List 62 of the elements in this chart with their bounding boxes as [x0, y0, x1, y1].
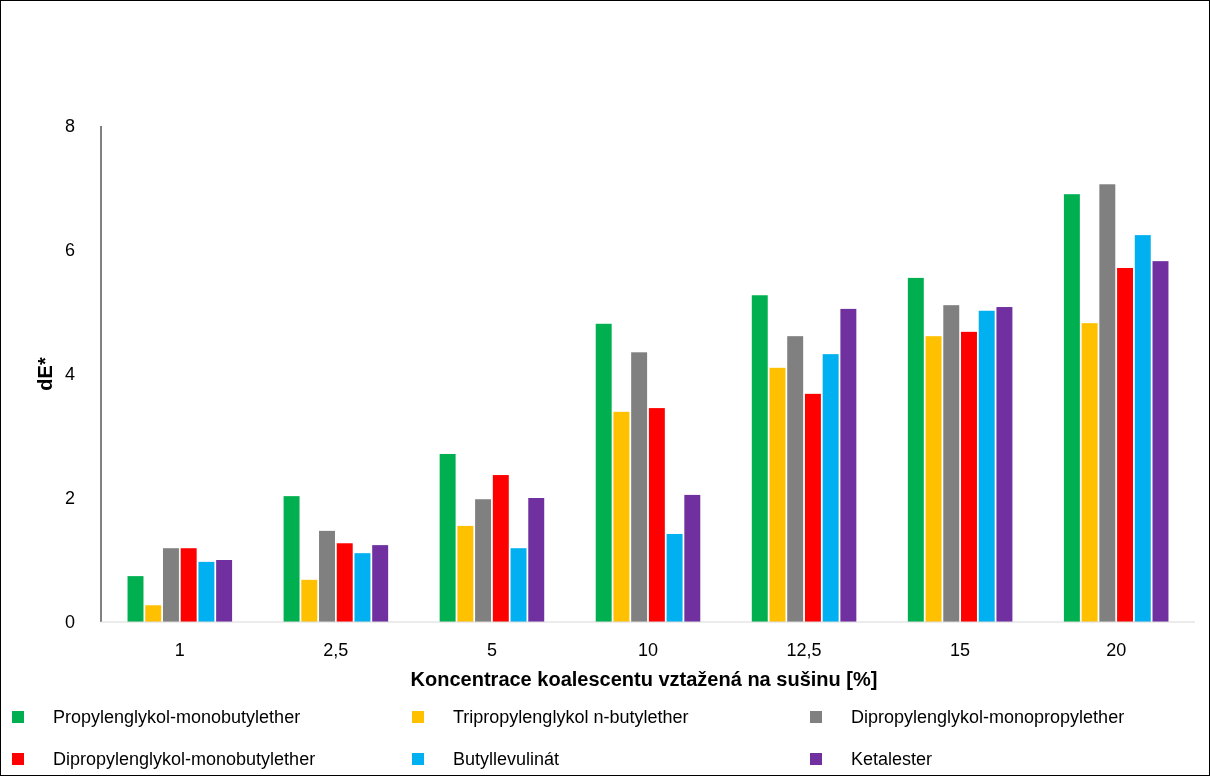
- legend-label: Dipropylenglykol-monobutylether: [53, 749, 316, 770]
- x-tick-label: 20: [1106, 640, 1127, 660]
- bar: [943, 305, 960, 622]
- x-tick-label: 5: [486, 640, 497, 660]
- y-tick-label: 8: [64, 116, 75, 137]
- x-axis-title: Koncentrace koalescentu vztažená na sušinu [%]: [410, 668, 878, 690]
- y-tick-label: 0: [64, 612, 75, 633]
- bar: [127, 576, 144, 622]
- bar: [372, 545, 389, 622]
- x-tick-label: 15: [950, 640, 971, 660]
- bar: [769, 367, 786, 622]
- bar: [1099, 184, 1116, 622]
- bar: [840, 308, 857, 622]
- bar: [631, 352, 648, 622]
- bar: [145, 605, 162, 622]
- bar: [666, 533, 683, 622]
- bar: [283, 496, 300, 622]
- bar: [996, 307, 1013, 622]
- bar: [1063, 194, 1080, 622]
- bar: [510, 548, 527, 622]
- bar: [162, 548, 179, 622]
- y-tick-label: 2: [64, 488, 75, 509]
- bar: [180, 548, 197, 622]
- bar: [457, 525, 474, 622]
- bar: [925, 336, 942, 622]
- bar: [804, 393, 821, 622]
- y-tick-label: 4: [64, 364, 75, 385]
- bar: [319, 530, 335, 622]
- x-tick-label: 12,5: [786, 640, 822, 660]
- bar: [475, 499, 492, 622]
- bar: [492, 475, 509, 622]
- legend-label: Dipropylenglykol-monopropylether: [851, 707, 1125, 728]
- legend-label: Propylenglykol-monobutylether: [53, 707, 301, 728]
- bar: [1134, 235, 1151, 622]
- bar: [751, 295, 768, 622]
- bar: [684, 494, 701, 622]
- y-axis-title: dE*: [34, 357, 56, 391]
- legend-label: Ketalester: [851, 749, 933, 770]
- bar: [1081, 323, 1098, 622]
- x-tick-label: 2,5: [323, 640, 349, 660]
- bar: [961, 331, 977, 622]
- y-tick-label: 6: [64, 240, 75, 261]
- legend-label: Tripropylenglykol n-butylether: [453, 707, 689, 728]
- bar: [787, 336, 804, 622]
- bar: [1117, 267, 1134, 622]
- bar: [648, 408, 665, 622]
- bar: [595, 323, 612, 622]
- bar: [336, 543, 353, 622]
- bar: [1152, 261, 1169, 622]
- legend-label: Butyllevulinát: [453, 749, 560, 770]
- bar: [613, 411, 630, 622]
- bar: [822, 354, 839, 622]
- bar: [216, 560, 233, 622]
- bar: [907, 277, 924, 622]
- bar: [439, 453, 456, 622]
- bar: [354, 553, 371, 622]
- bar: [528, 498, 545, 622]
- bar: [301, 579, 318, 622]
- bar: [978, 310, 995, 622]
- bar: [198, 561, 215, 622]
- x-tick-label: 10: [637, 640, 659, 660]
- x-tick-label: 1: [174, 640, 185, 660]
